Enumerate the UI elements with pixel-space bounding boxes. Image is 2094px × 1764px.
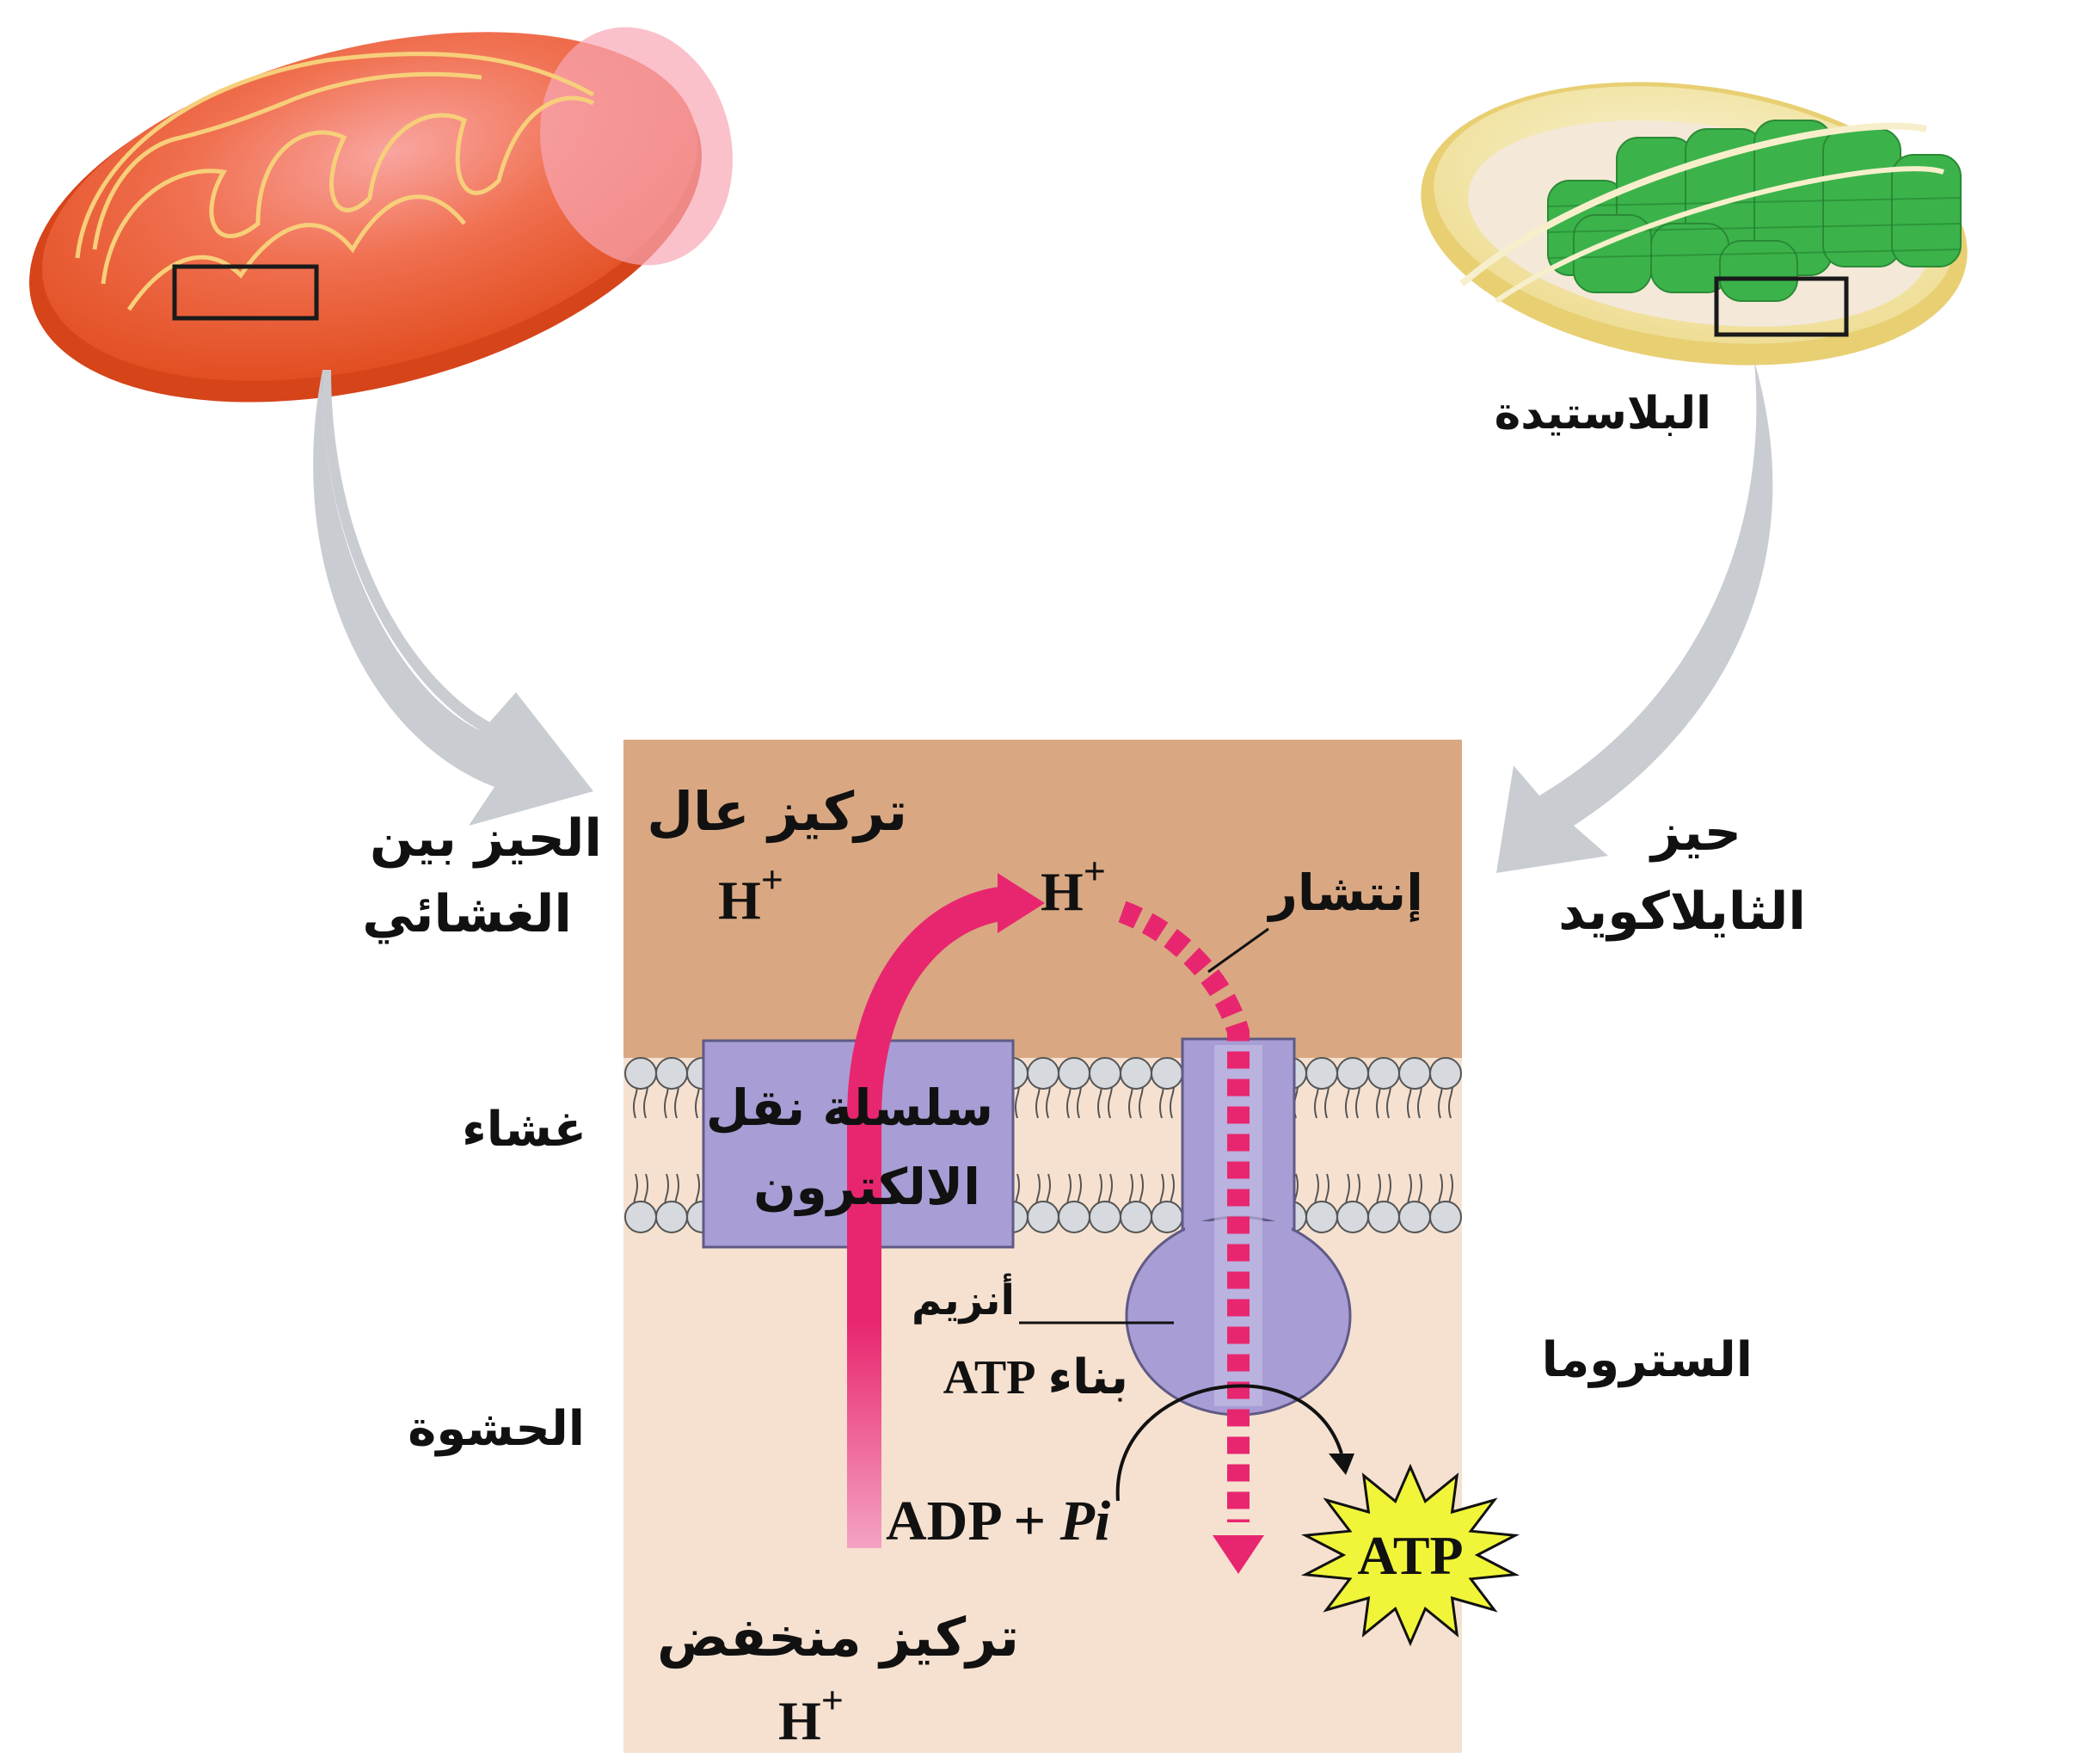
- lipid-head: [655, 1201, 688, 1233]
- chloroplast-zoom-box: [1714, 276, 1849, 337]
- mitochondrion-illustration: [29, 27, 733, 403]
- pumped-h-label: H+: [1041, 849, 1106, 922]
- lipid-head: [1367, 1057, 1400, 1090]
- chloroplast-to-membrane-arrow: [1496, 361, 1773, 873]
- thylakoid-space-label-line1: حيز: [1649, 802, 1741, 863]
- atp-burst-star: [1300, 1463, 1520, 1647]
- h-symbol: H: [1041, 861, 1084, 922]
- lipid-head: [624, 1057, 657, 1090]
- lipid-head: [624, 1201, 657, 1233]
- low-concentration-h-label: H+: [778, 1678, 844, 1751]
- stroma-label: الستروما: [1542, 1332, 1753, 1388]
- mitochondrion-zoom-box: [172, 264, 319, 321]
- atp-product-label: ATP: [1357, 1525, 1463, 1586]
- lipid-head: [1429, 1201, 1462, 1233]
- matrix-label: الحشوة: [408, 1401, 585, 1457]
- plus-superscript: +: [821, 1678, 844, 1722]
- high-concentration-label: تركيز عال: [647, 780, 907, 843]
- proton-diffusion-arrow: [1118, 900, 1264, 1574]
- enzyme-label-line2: ATP بناء: [943, 1349, 1128, 1405]
- high-concentration-h-label: H+: [718, 857, 783, 931]
- lipid-head: [1027, 1201, 1059, 1233]
- lipid-head: [1151, 1057, 1183, 1090]
- plus-superscript: +: [761, 857, 783, 901]
- plus-superscript: +: [1084, 849, 1106, 893]
- high-concentration-compartment: [623, 740, 1462, 1058]
- membrane-label: غشاء: [462, 1102, 586, 1158]
- mitochondrion-to-membrane-arrow: [313, 370, 593, 826]
- intermembrane-space-label-line1: الحيز بين: [370, 808, 602, 869]
- lipid-head: [655, 1057, 688, 1090]
- lipid-head: [1398, 1057, 1431, 1090]
- chloroplast-illustration: [1421, 82, 1968, 366]
- plastid-label: البلاستيدة: [1495, 388, 1711, 439]
- lipid-head: [1027, 1057, 1059, 1090]
- etc-label-line2: الالكترون: [753, 1158, 980, 1217]
- intermembrane-space-label-line2: الغشائي: [362, 884, 572, 944]
- lipid-head: [1429, 1057, 1462, 1090]
- atp-word: ATP: [943, 1351, 1036, 1404]
- adp-to-atp-arrowhead: [1329, 1454, 1354, 1475]
- lipid-head: [1336, 1057, 1369, 1090]
- lipid-head: [1305, 1201, 1338, 1233]
- proton-pump-arrow: [847, 873, 1045, 1548]
- adp-plus: ADP +: [886, 1490, 1060, 1552]
- lipid-head: [1398, 1201, 1431, 1233]
- lipid-head: [1089, 1201, 1121, 1233]
- etc-label-line1: سلسلة نقل: [706, 1079, 993, 1137]
- lipid-head: [1151, 1201, 1183, 1233]
- adp-pi-label: ADP + Pi: [886, 1490, 1111, 1552]
- diffusion-leader-line: [1207, 927, 1269, 974]
- lipid-head: [1120, 1201, 1152, 1233]
- pi-symbol: Pi: [1059, 1490, 1111, 1552]
- thylakoid-space-label-line2: الثايلاكويد: [1558, 882, 1806, 942]
- lipid-head: [1089, 1057, 1121, 1090]
- h-symbol: H: [778, 1690, 821, 1751]
- low-concentration-label: تركيز منخفض: [657, 1606, 1019, 1669]
- build-word: بناء: [1047, 1349, 1128, 1405]
- diffusion-label: إنتشار: [1266, 864, 1423, 923]
- enzyme-label-line1: أنزيم: [912, 1273, 1015, 1325]
- lipid-head: [1058, 1201, 1090, 1233]
- lipid-head: [1058, 1057, 1090, 1090]
- lipid-head: [1120, 1057, 1152, 1090]
- adp-to-atp-arrow: [1115, 1384, 1343, 1502]
- lipid-head: [1305, 1057, 1338, 1090]
- lipid-head: [1367, 1201, 1400, 1233]
- h-symbol: H: [718, 870, 761, 931]
- lipid-head: [1336, 1201, 1369, 1233]
